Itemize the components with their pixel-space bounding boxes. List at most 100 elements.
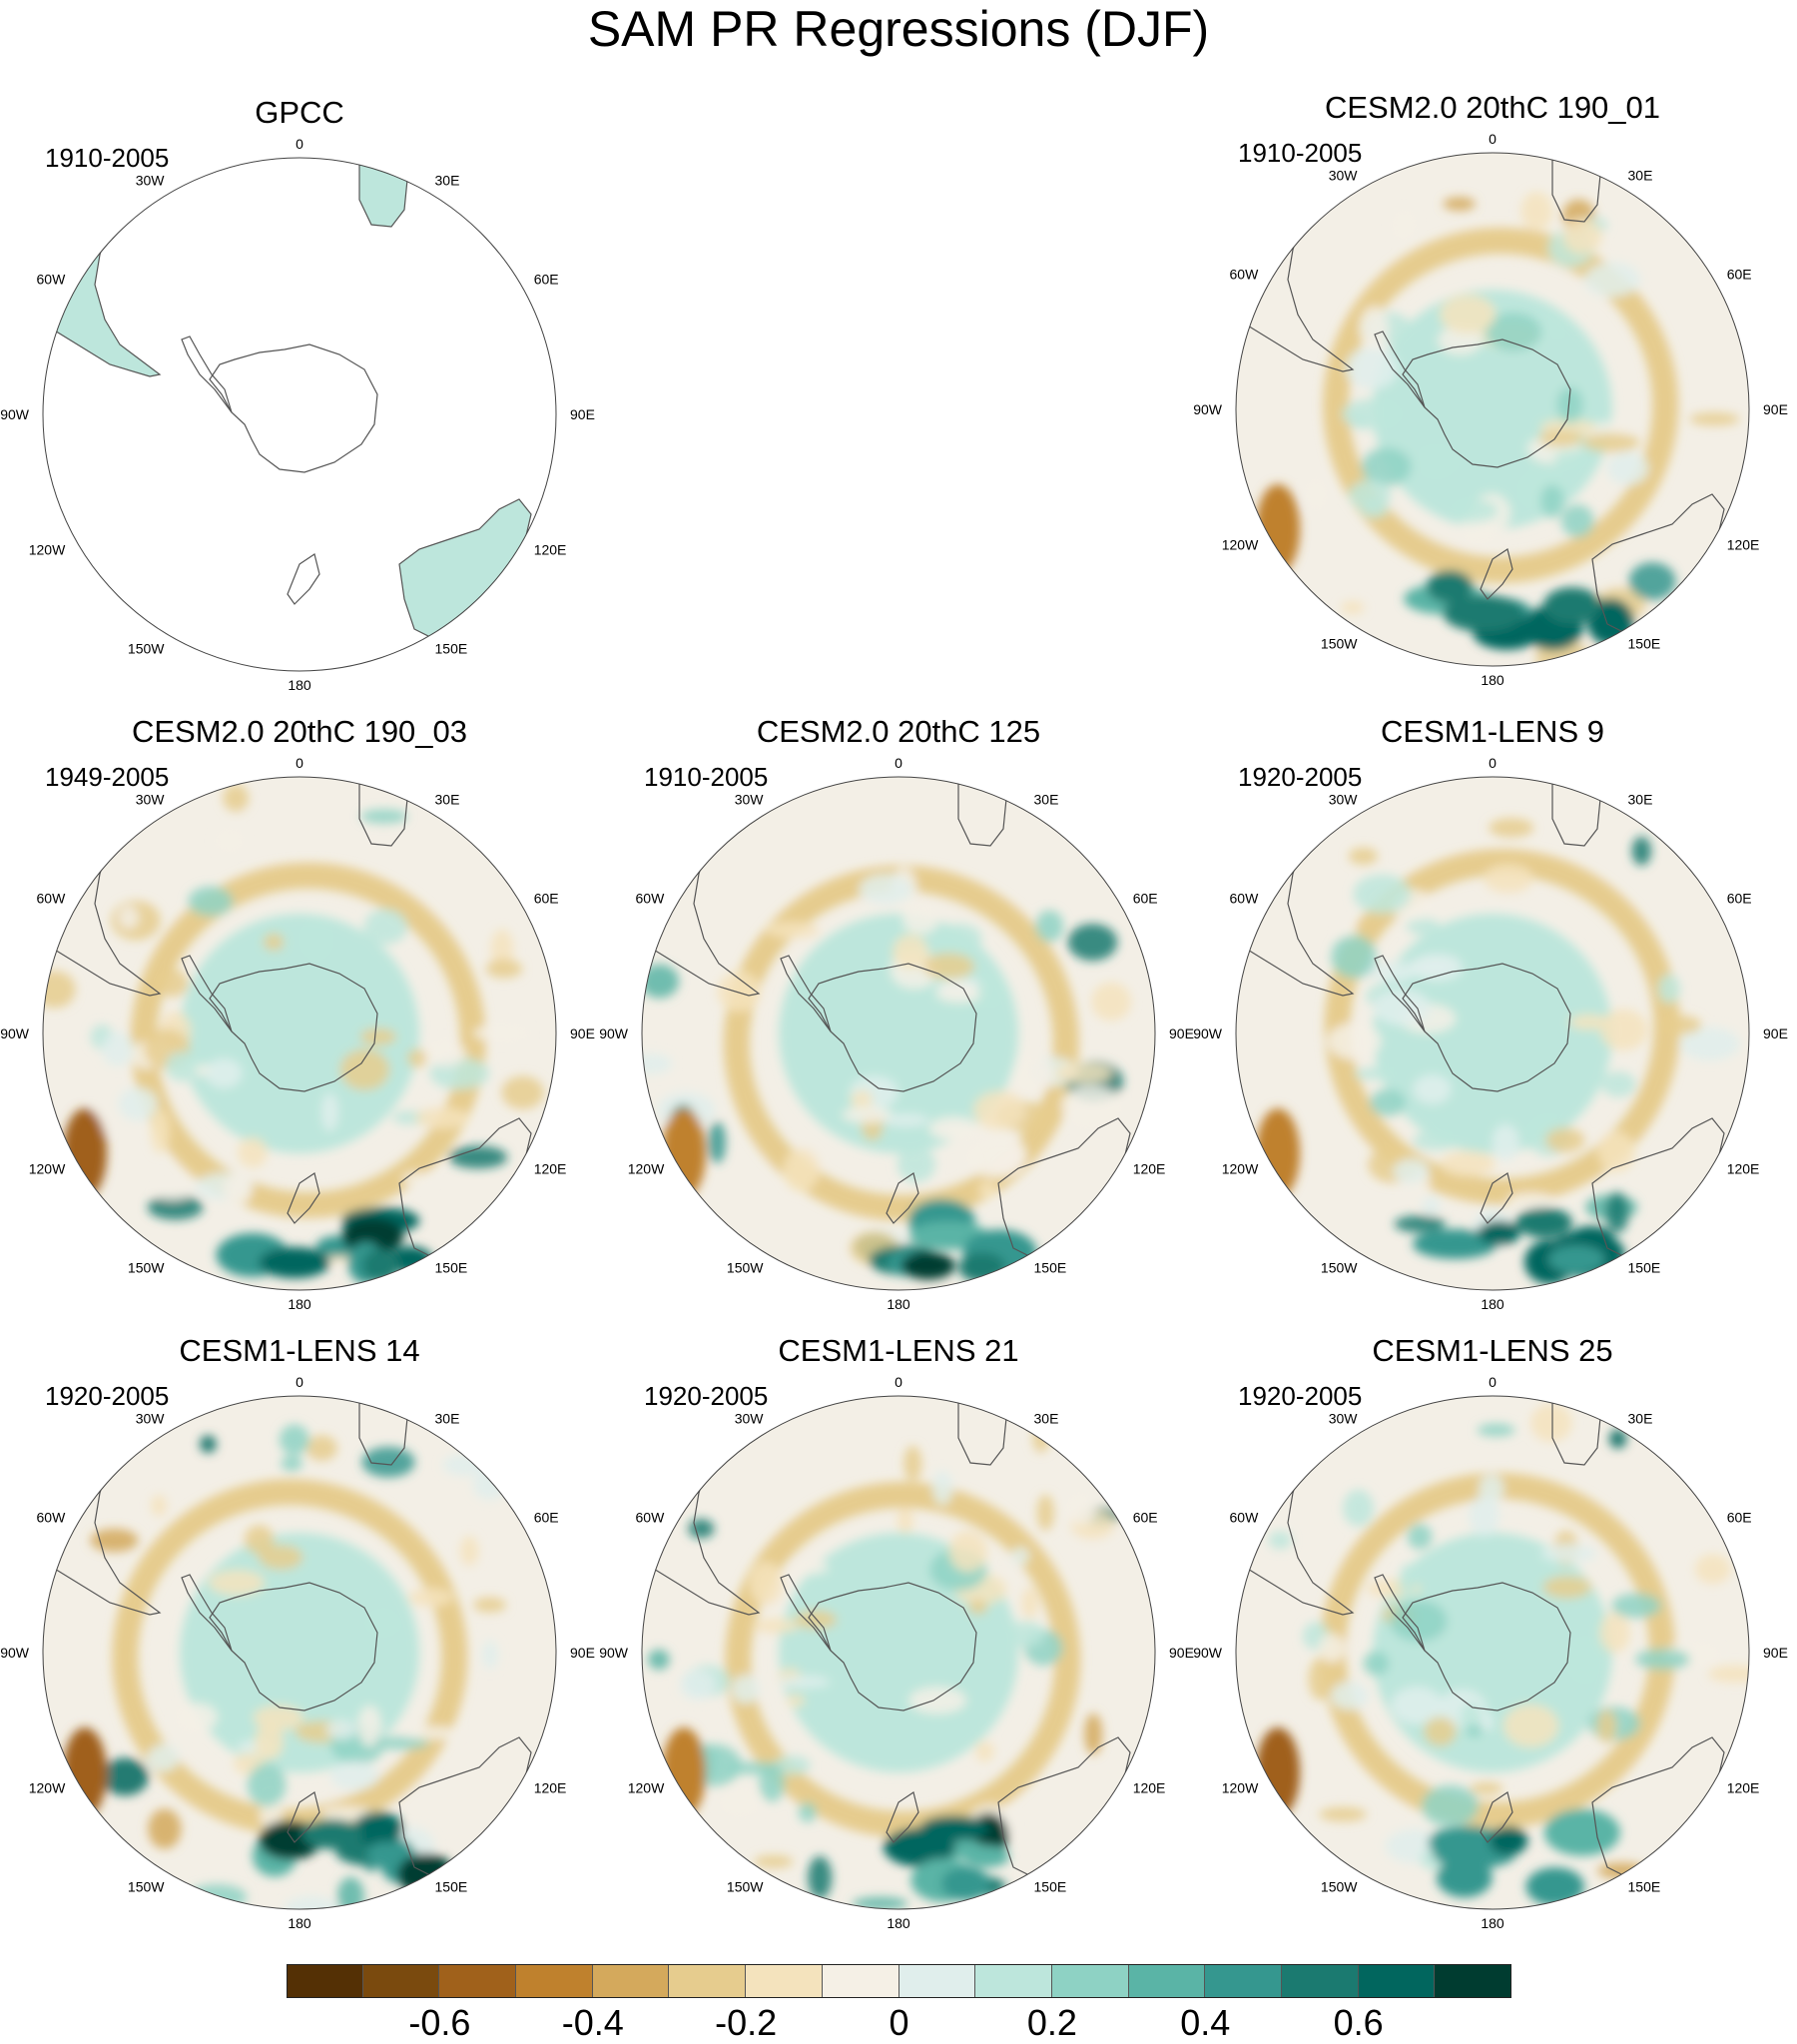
longitude-label: 30W (1329, 1410, 1359, 1426)
longitude-label: 90E (570, 406, 595, 422)
longitude-label: 120E (1133, 1780, 1166, 1796)
longitude-label: 180 (288, 677, 311, 693)
longitude-label: 60E (534, 891, 559, 907)
regression-field (43, 784, 544, 1284)
colorbar-box (1281, 1964, 1359, 1998)
regression-field (1256, 192, 1740, 666)
panel-period: 1920-2005 (1238, 762, 1363, 792)
longitude-label: 30E (1034, 1410, 1059, 1426)
longitude-label: 60E (534, 272, 559, 288)
longitude-label: 60W (1230, 267, 1260, 283)
map-panel-cesm2-125: CESM2.0 20thC 125 1910-2005 0 30E 60E 90E 120E… (599, 714, 1198, 1333)
longitude-label: 120W (1222, 537, 1259, 553)
longitude-label: 30W (136, 1410, 166, 1426)
longitude-label: 30W (136, 791, 166, 807)
longitude-label: 60E (534, 1510, 559, 1526)
panel-title: CESM1-LENS 9 (1381, 714, 1604, 749)
polar-map: 0 30E 60E 90E 120E 150E 180 150W 120W 90W 60W 30W (1193, 1374, 1788, 1931)
longitude-label: 90E (1169, 1645, 1194, 1661)
colorbar-box (669, 1964, 747, 1998)
longitude-label: 30W (735, 1410, 765, 1426)
longitude-label: 90W (599, 1025, 629, 1041)
map-boundary (1235, 776, 1750, 1291)
colorbar-box (516, 1964, 593, 1998)
longitude-label: 180 (887, 1915, 910, 1931)
map-boundary (42, 776, 557, 1291)
colorbar-label: 0 (889, 2002, 909, 2043)
longitude-label: 150W (1321, 1879, 1358, 1895)
map-boundary (42, 157, 557, 672)
longitude-label: 120E (1727, 1780, 1760, 1796)
panel-period: 1920-2005 (45, 1381, 170, 1411)
map-boundary (641, 776, 1156, 1291)
longitude-label: 30W (136, 172, 166, 188)
land-shading (399, 499, 531, 639)
longitude-label: 0 (1489, 131, 1497, 147)
map-boundary (42, 1395, 557, 1910)
longitude-label: 30E (435, 1410, 460, 1426)
longitude-label: 150W (128, 1260, 165, 1276)
colorbar-box (746, 1964, 823, 1998)
longitude-label: 60E (1133, 1510, 1158, 1526)
figure-title: SAM PR Regressions (DJF) (587, 1, 1210, 57)
panel-title: CESM1-LENS 21 (778, 1333, 1019, 1368)
longitude-label: 30E (435, 172, 460, 188)
polar-map: 0 30E 60E 90E 120E 150E 180 150W 120W 90W 60W 30W (0, 755, 595, 1312)
longitude-label: 180 (1481, 1296, 1504, 1312)
longitude-label: 60W (37, 272, 67, 288)
longitude-label: 60E (1133, 891, 1158, 907)
longitude-label: 60E (1727, 1510, 1752, 1526)
colorbar-box (362, 1964, 440, 1998)
longitude-label: 120E (1133, 1161, 1166, 1177)
longitude-label: 90E (1763, 1645, 1788, 1661)
colorbar-label: 0.2 (1026, 2002, 1077, 2043)
map-background (43, 158, 556, 671)
polar-map: 0 30E 60E 90E 120E 150E 180 150W 120W 90W 60W 30W (1193, 131, 1788, 688)
map-panel-cesm1-lens-9: CESM1-LENS 9 1920-2005 0 30E 60E 90E 120E 150E 1… (1193, 714, 1792, 1333)
longitude-label: 180 (1481, 1915, 1504, 1931)
colorbar-box (287, 1964, 363, 1998)
map-panel-cesm1-lens-21: CESM1-LENS 21 1920-2005 0 30E 60E 90E 120E 150E… (599, 1333, 1198, 1952)
panel-period: 1949-2005 (45, 762, 170, 792)
polar-map: 0 30E 60E 90E 120E 150E 180 150W 120W 90W 60W 30W (0, 1374, 595, 1931)
longitude-label: 150E (1628, 1879, 1661, 1895)
longitude-label: 150E (435, 1260, 468, 1276)
colorbar-box (975, 1964, 1052, 1998)
longitude-label: 0 (1489, 1374, 1497, 1390)
longitude-label: 0 (296, 1374, 303, 1390)
longitude-label: 180 (887, 1296, 910, 1312)
longitude-label: 120W (1222, 1161, 1259, 1177)
longitude-label: 90W (1193, 1025, 1223, 1041)
longitude-label: 90E (570, 1645, 595, 1661)
panel-period: 1920-2005 (644, 1381, 769, 1411)
longitude-label: 60E (1727, 267, 1752, 283)
map-panel-gpcc: GPCC 1910-2005 0 30E 60E 90E 120E 150E 180 150W 12… (0, 95, 599, 714)
longitude-label: 150E (435, 1879, 468, 1895)
polar-map: 0 30E 60E 90E 120E 150E 180 150W 120W 90W 60W 30W (1193, 755, 1788, 1312)
map-boundary (1235, 1395, 1750, 1910)
longitude-label: 120E (1727, 537, 1760, 553)
colorbar-box (1435, 1964, 1511, 1998)
longitude-label: 120W (29, 542, 66, 558)
longitude-label: 180 (288, 1296, 311, 1312)
longitude-label: 120W (628, 1780, 665, 1796)
longitude-label: 60W (37, 891, 67, 907)
longitude-label: 30E (1628, 167, 1653, 183)
longitude-label: 180 (1481, 672, 1504, 688)
longitude-label: 150E (1628, 1260, 1661, 1276)
longitude-label: 30E (1034, 791, 1059, 807)
longitude-label: 120W (1222, 1780, 1259, 1796)
regression-field (642, 865, 1132, 1283)
colorbar-box (1051, 1964, 1129, 1998)
longitude-label: 90W (1193, 401, 1223, 417)
longitude-label: 90W (599, 1645, 629, 1661)
longitude-label: 30W (1329, 167, 1359, 183)
longitude-label: 60W (636, 891, 666, 907)
panel-period: 1910-2005 (1238, 138, 1363, 168)
longitude-label: 90W (0, 406, 30, 422)
longitude-label: 0 (296, 755, 303, 771)
colorbar-label: 0.6 (1333, 2002, 1384, 2043)
longitude-label: 120E (534, 542, 567, 558)
panel-title: CESM2.0 20thC 125 (756, 714, 1041, 749)
longitude-label: 180 (288, 1915, 311, 1931)
